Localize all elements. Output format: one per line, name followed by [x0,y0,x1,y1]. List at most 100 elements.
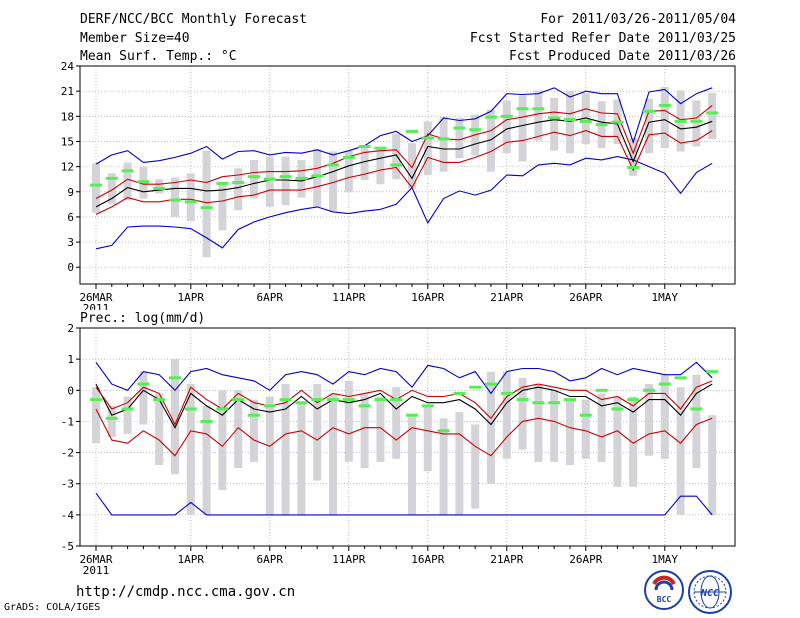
temp-ytick-label: 6 [67,211,74,224]
prec-spread-box [313,384,322,481]
prec-ytick-label: 2 [67,322,74,335]
prec-spread-box [597,393,606,462]
temp-spread-box [692,100,701,147]
prec-spread-box [423,405,432,472]
prec-spread-box [265,396,274,515]
prec-line-mean [95,383,713,429]
temp-spread-box [186,173,195,222]
prec-ytick-label: -4 [61,509,75,522]
temp-spread-box [313,149,322,207]
temp-spread-box [392,133,401,180]
temp-spread-box [360,145,369,181]
temp-ytick-label: 0 [67,261,74,274]
temp-ytick-label: 21 [61,85,74,98]
prec-ytick-label: -1 [61,415,74,428]
prec-xtick-label: 26MAR [79,553,112,566]
prec-spread-box [708,415,717,515]
member-size: Member Size=40 [80,31,190,46]
prec-spread-box [676,387,685,515]
bcc-logo-text: BCC [657,595,672,604]
temp-spread-box [376,147,385,185]
prec-spread-box [629,396,638,487]
precip-panel-title: Prec.: log(mm/d) [80,311,206,326]
temp-spread-box [629,138,638,176]
footer-url[interactable]: http://cmdp.ncc.cma.gov.cn [76,584,296,600]
prec-ytick-label: -3 [61,478,74,491]
prec-xtick-label: 26APR [569,553,602,566]
temp-xtick-label: 1MAY [652,291,679,304]
prec-ytick-label: -5 [61,540,74,553]
prec-spread-box [645,384,653,456]
prec-spread-box [171,359,179,475]
temperature-panel: 0 3 6 9 12 15 18 21 24 26MAR 2011 1APR 6APR 11APR 16AP… [61,60,736,310]
temp-plot-frame [79,65,736,285]
prec-spread-box [92,387,100,444]
prec-line-p_hi [95,380,713,426]
prec-spread-box [518,377,527,450]
temp-spread-box [487,109,495,172]
temp-xtick-label: 11APR [332,291,365,304]
prec-spread-box [155,393,164,466]
temp-spread-box [708,92,717,139]
temp-spread-box [171,177,179,217]
temp-spread-box [534,90,543,141]
prec-spread-box [534,384,543,462]
temp-spread-box [123,162,132,201]
prec-spread-box [202,405,211,515]
temp-spread-box [265,156,274,207]
temp-xtick-label: 26MAR [79,291,112,304]
temp-spread-box [281,156,290,206]
prec-line-upper [95,361,713,395]
prec-spread-box [692,374,701,469]
temp-spread-box [92,163,100,213]
prec-line-lower [95,492,713,516]
prec-spread-box [550,390,559,462]
temp-xtick-label: 26APR [569,291,602,304]
prec-spread-box [408,415,416,515]
prec-xtick-year: 2011 [83,564,110,577]
prec-spread-box [360,393,369,469]
ncc-logo-text: NCC [700,588,719,599]
temp-line-max [95,156,713,250]
temp-ytick-label: 9 [67,186,74,199]
prec-line-p_lo [95,408,713,457]
prec-spread-box [439,418,448,515]
temp-spread-box [408,143,416,189]
prec-xtick-label: 6APR [257,553,284,566]
temp-spread-box [218,183,227,231]
prec-xtick-label: 1MAY [652,553,679,566]
prec-spread-box [502,371,511,459]
temp-ytick-label: 24 [61,60,75,73]
prec-spread-box [250,399,258,462]
prec-spread-box [566,399,574,466]
temp-xtick-label: 21APR [490,291,523,304]
temp-spread-box [250,159,258,199]
prec-spread-box [123,396,132,434]
variable-label: Mean Surf. Temp.: °C [80,49,237,64]
temp-spread-box [550,97,559,151]
temp-line-p_lo [95,130,713,215]
prec-ytick-label: -2 [61,447,74,460]
prec-spread-box [581,399,590,459]
temp-spread-box [502,100,511,154]
temp-spread-box [645,98,653,154]
temp-spread-box [107,173,116,205]
prec-spread-box [660,374,669,459]
temp-spread-box [329,151,337,212]
fcst-started-date: Fcst Started Refer Date 2011/03/25 [469,31,736,46]
temp-line-upper [95,87,713,165]
temp-xtick-label: 6APR [257,291,284,304]
prec-spread-box [234,390,243,469]
prec-spread-box [344,380,353,462]
temp-spread-box [423,121,432,175]
bcc-logo-icon: BCC [644,570,684,610]
grads-credit: GrADS: COLA/IGES [4,602,101,613]
temp-spread-box [202,150,211,258]
fcst-produced-date: Fcst Produced Date 2011/03/26 [509,49,736,64]
prec-ytick-label: 1 [67,353,74,366]
temp-line-p_hi [95,104,713,199]
prec-xtick-label: 11APR [332,553,365,566]
